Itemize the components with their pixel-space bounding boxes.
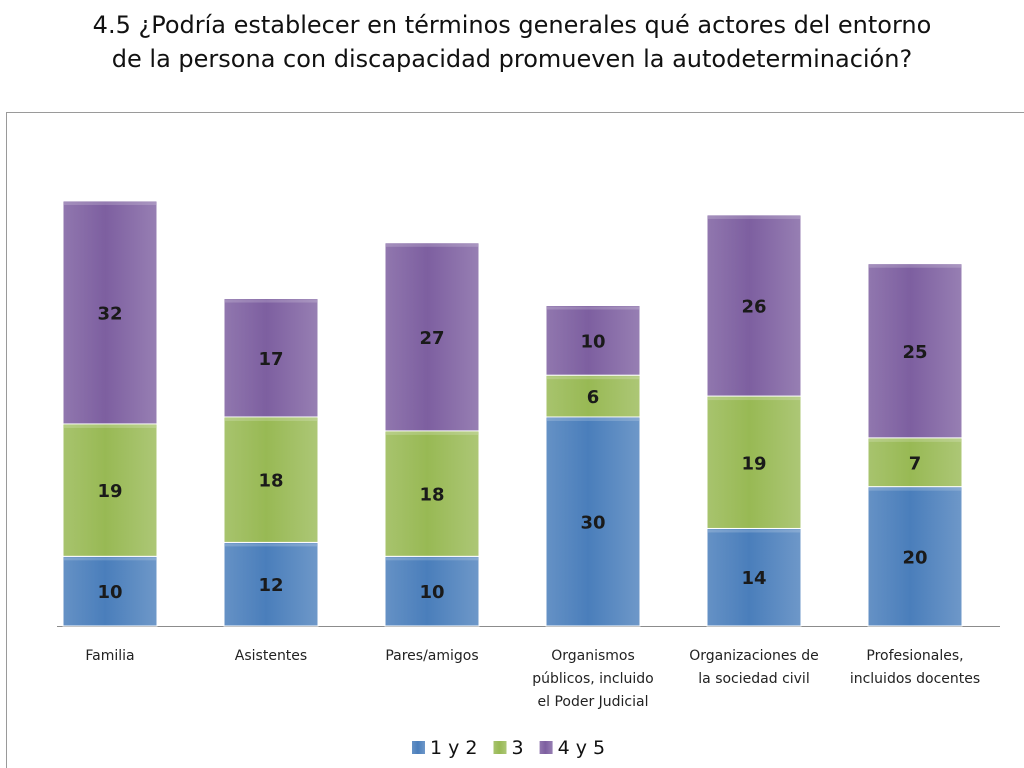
bar-highlight-3-1: [64, 202, 156, 205]
bar-2-2: [223, 416, 319, 543]
bar-1-1: [62, 555, 158, 627]
category-label-4-2: públicos, incluido: [532, 671, 653, 687]
legend-label-2: 3: [512, 737, 524, 759]
bar-highlight-3-6: [869, 264, 961, 268]
data-label-3-3: 27: [419, 328, 444, 349]
slide-title: 4.5 ¿Podría establecer en términos gener…: [0, 8, 1024, 76]
bar-highlight-2-4: [547, 376, 639, 380]
bar-highlight-2-3: [386, 431, 478, 435]
bar-highlight-2-6: [869, 438, 961, 442]
data-label-3-4: 10: [580, 331, 605, 352]
data-label-3-1: 32: [97, 303, 122, 324]
category-label-6-2: incluidos docentes: [850, 671, 980, 687]
bar-highlight-2-2: [225, 417, 317, 421]
bar-1-4: [545, 416, 641, 627]
category-label-5-2: la sociedad civil: [698, 671, 809, 687]
category-label-5-1: Organizaciones de: [689, 648, 819, 664]
legend-label-3: 4 y 5: [558, 737, 606, 759]
data-label-2-4: 6: [587, 387, 600, 408]
bar-highlight-1-2: [225, 543, 317, 547]
bar-highlight-1-1: [64, 557, 156, 561]
bar-2-4: [545, 374, 641, 418]
bar-highlight-3-4: [547, 306, 639, 310]
bar-3-3: [384, 242, 480, 432]
bar-2-1: [62, 423, 158, 557]
bar-highlight-1-6: [869, 487, 961, 491]
title-line-2: de la persona con discapacidad promueven…: [111, 45, 913, 73]
legend-label-1: 1 y 2: [430, 737, 478, 759]
data-label-1-4: 30: [580, 512, 605, 533]
data-label-3-2: 17: [258, 349, 283, 370]
category-label-2-1: Asistentes: [235, 648, 307, 664]
bar-highlight-1-5: [708, 529, 800, 533]
bar-1-2: [223, 541, 319, 627]
data-label-1-2: 12: [258, 575, 283, 596]
bar-highlight-1-3: [386, 557, 478, 561]
data-label-1-3: 10: [419, 582, 444, 603]
chart-frame: [6, 112, 1024, 768]
bar-1-3: [384, 555, 480, 627]
category-label-1-1: Familia: [85, 648, 134, 664]
bar-3-6: [867, 263, 963, 439]
bar-3-4: [545, 305, 641, 376]
bar-1-5: [706, 527, 802, 627]
data-label-1-6: 20: [902, 547, 927, 568]
bar-3-5: [706, 214, 802, 397]
category-label-6-1: Profesionales,: [866, 648, 963, 664]
data-label-3-6: 25: [902, 342, 927, 363]
bar-2-5: [706, 395, 802, 529]
data-label-2-2: 18: [258, 471, 283, 492]
data-label-2-3: 18: [419, 485, 444, 506]
bar-highlight-2-1: [64, 424, 156, 428]
bar-highlight-3-3: [386, 243, 478, 247]
bar-3-1: [62, 200, 158, 425]
category-label-4-3: el Poder Judicial: [537, 694, 648, 710]
data-label-2-6: 7: [909, 453, 922, 474]
legend-swatch-2: [493, 741, 507, 754]
category-label-3-1: Pares/amigos: [385, 648, 478, 664]
bar-highlight-2-5: [708, 397, 800, 401]
title-line-1: 4.5 ¿Podría establecer en términos gener…: [92, 11, 932, 39]
data-label-1-5: 14: [741, 568, 766, 589]
category-label-4-1: Organismos: [551, 648, 635, 664]
bar-2-6: [867, 437, 963, 488]
data-label-2-5: 19: [741, 453, 766, 474]
legend-swatch-3: [539, 741, 553, 754]
bar-1-6: [867, 486, 963, 627]
bar-highlight-3-5: [708, 215, 800, 219]
data-label-3-5: 26: [741, 297, 766, 318]
data-label-1-1: 10: [97, 582, 122, 603]
bar-3-2: [223, 298, 319, 418]
bar-highlight-1-4: [547, 417, 639, 421]
legend-swatch-1: [412, 741, 425, 754]
bar-highlight-3-2: [225, 299, 317, 303]
data-label-2-1: 19: [97, 481, 122, 502]
